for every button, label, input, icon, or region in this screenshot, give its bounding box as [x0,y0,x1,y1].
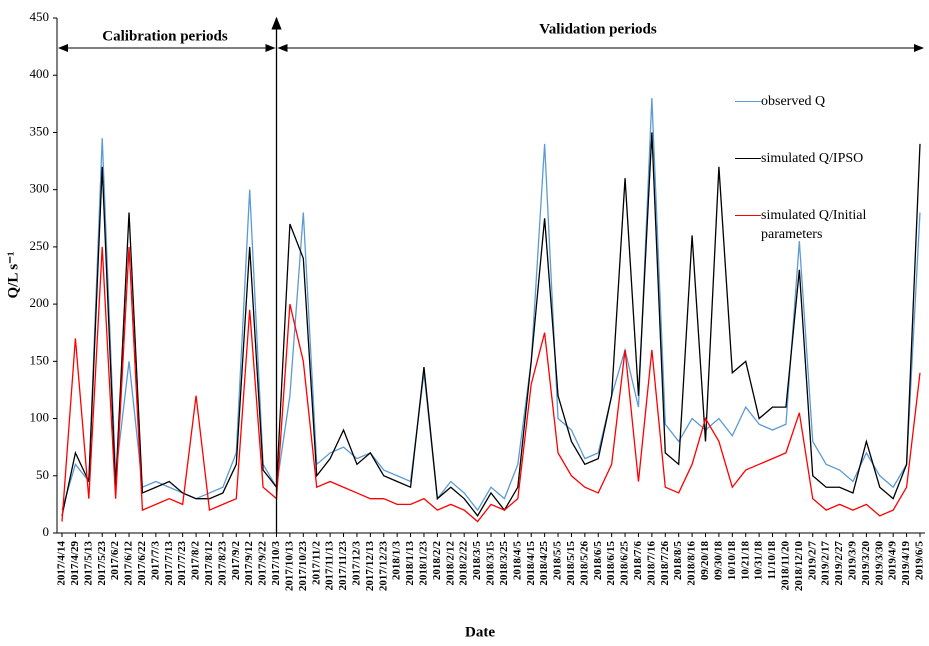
x-tick-label: 2018/1/13 [404,541,416,586]
legend: observed Q simulated Q/IPSO simulated Q/In… [735,92,910,282]
x-tick-label: 2018/2/2 [431,541,443,581]
x-tick-label: 10/10/18 [726,541,738,581]
x-tick-label: 2018/8/16 [686,541,698,586]
x-tick-label: 2018/5/5 [552,541,564,581]
x-tick-label: 2017/11/2 [310,541,322,586]
legend-item: simulated Q/IPSO [735,149,910,168]
x-tick-label: 2018/5/15 [565,541,577,586]
x-tick-label: 2017/9/12 [243,541,255,586]
annotation: Validation periods [539,21,657,37]
legend-label: observed Q [761,94,826,109]
legend-item: simulated Q/Initial parameters [735,206,910,244]
x-tick-label: 2019/4/19 [900,541,912,586]
legend-swatch [735,158,761,159]
x-tick-label: 2018/8/5 [672,541,684,581]
legend-item: observed Q [735,92,910,111]
x-tick-label: 2018/5/26 [578,541,590,586]
x-tick-label: 2017/11/23 [337,541,349,591]
x-tick-label: 2018/3/15 [485,541,497,586]
x-tick-label: 2018/7/6 [632,541,644,581]
y-tick-label: 0 [43,524,50,539]
legend-swatch [735,101,761,102]
y-axis-label: Q/L s⁻¹ [5,251,21,298]
x-tick-label: 2019/2/17 [820,541,832,586]
x-tick-label: 2018/1/23 [418,541,430,586]
series-line [61,132,921,517]
x-tick-label: 2018/7/16 [645,541,657,586]
x-tick-label: 2018/12/10 [793,541,805,592]
x-tick-label: 09/30/18 [712,541,724,581]
x-tick-label: 2018/3/5 [471,541,483,581]
x-tick-label: 2017/11/13 [324,541,336,591]
y-tick-label: 400 [30,66,50,81]
x-tick-label: 2018/4/25 [538,541,550,586]
x-tick-label: 2018/6/15 [605,541,617,586]
x-tick-label: 2018/4/5 [511,541,523,581]
y-tick-label: 150 [30,352,50,367]
x-tick-label: 09/20/18 [699,541,711,581]
x-tick-label: 2018/6/25 [619,541,631,586]
x-tick-label: 2019/3/30 [873,541,885,586]
x-tick-label: 2017/12/13 [364,541,376,592]
x-tick-label: 2017/6/12 [123,541,135,586]
y-tick-label: 300 [30,181,50,196]
y-tick-label: 100 [30,410,50,425]
x-tick-label: 2017/10/13 [283,541,295,592]
x-tick-label: 10/21/18 [739,541,751,581]
x-tick-label: 2017/9/2 [230,541,242,581]
x-tick-label: 2017/5/13 [82,541,94,586]
x-tick-label: 2019/6/5 [914,541,926,581]
x-tick-label: 10/31/18 [753,541,765,581]
x-tick-label: 2017/10/3 [270,541,282,586]
x-tick-label: 11/10/18 [766,541,778,580]
y-tick-label: 450 [30,9,50,24]
x-tick-label: 2018/2/12 [444,541,456,586]
y-tick-label: 350 [30,123,50,138]
x-tick-label: 2018/6/5 [592,541,604,581]
x-tick-label: 2017/6/22 [136,541,148,586]
x-tick-label: 2017/7/23 [176,541,188,586]
x-tick-label: 2017/12/3 [350,541,362,586]
x-tick-label: 2017/8/2 [190,541,202,581]
annotation: Calibration periods [102,28,228,44]
x-tick-label: 2017/5/23 [96,541,108,586]
x-tick-label: 2017/7/3 [149,541,161,581]
x-tick-label: 2017/10/23 [297,541,309,592]
x-tick-label: 2019/3/9 [847,541,859,581]
x-axis-label: Date [465,624,495,640]
x-tick-label: 2018/4/15 [525,541,537,586]
legend-swatch [735,215,761,216]
series-line [61,246,921,523]
x-tick-label: 2019/2/27 [833,541,845,586]
legend-label: simulated Q/IPSO [761,151,864,166]
x-tick-label: 2018/1/3 [391,541,403,581]
x-tick-label: 2018/11/20 [779,541,791,591]
x-tick-label: 2019/3/20 [860,541,872,586]
x-tick-label: 2017/8/23 [216,541,228,586]
x-tick-label: 2017/6/2 [109,541,121,581]
x-tick-label: 2017/9/22 [257,541,269,586]
x-tick-label: 2019/4/9 [887,541,899,581]
x-tick-label: 2017/4/14 [56,541,68,586]
x-tick-label: 2017/4/29 [69,541,81,586]
series-line [61,98,921,512]
x-tick-label: 2018/2/22 [458,541,470,586]
x-tick-label: 2017/12/23 [377,541,389,592]
x-tick-label: 2017/7/13 [163,541,175,586]
y-tick-label: 200 [30,295,50,310]
x-tick-label: 2017/8/12 [203,541,215,586]
y-tick-label: 50 [36,467,49,482]
legend-label: simulated Q/Initial parameters [761,208,867,242]
y-tick-label: 250 [30,238,50,253]
x-tick-label: 2018/7/26 [659,541,671,586]
x-tick-label: 2019/2/7 [806,541,818,581]
x-tick-label: 2018/3/25 [498,541,510,586]
